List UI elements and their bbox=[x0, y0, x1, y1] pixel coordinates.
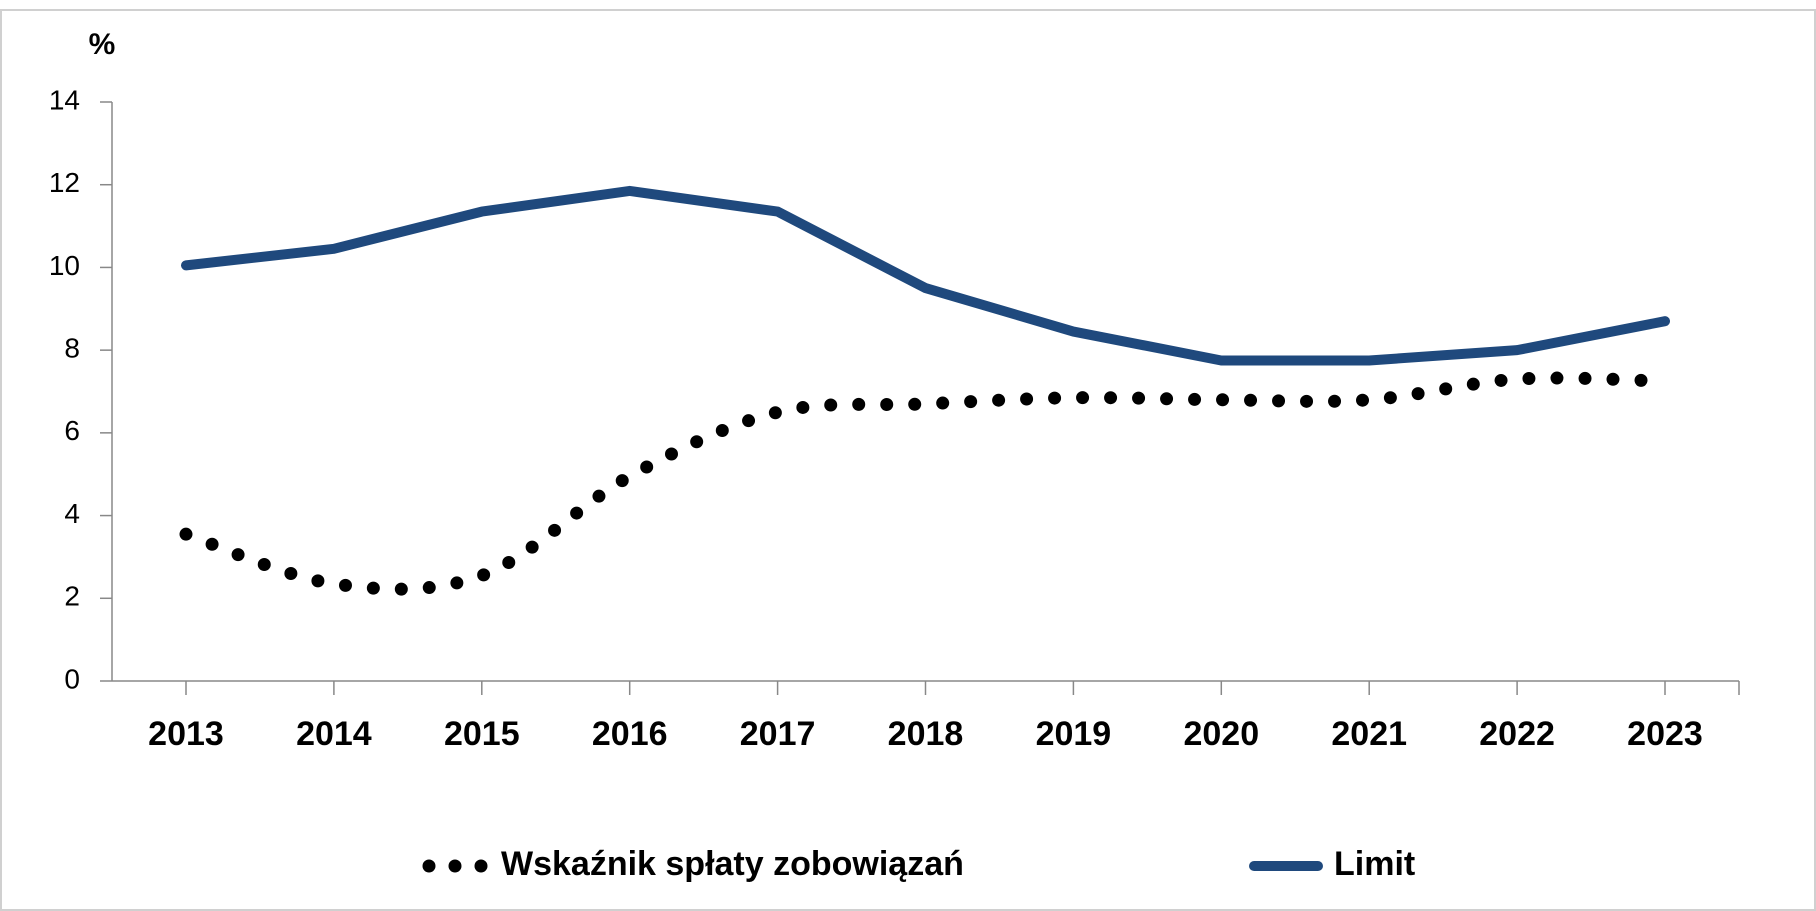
x-tick-label: 2022 bbox=[1479, 715, 1555, 753]
legend-label: Wskaźnik spłaty zobowiązań bbox=[501, 845, 964, 883]
chart-frame bbox=[0, 9, 1816, 911]
legend-label: Limit bbox=[1334, 845, 1415, 883]
x-tick-label: 2013 bbox=[148, 715, 224, 753]
line-series bbox=[179, 371, 1672, 596]
y-tick-label: 4 bbox=[64, 498, 80, 529]
line-series bbox=[181, 185, 1670, 366]
x-tick-label: 2023 bbox=[1627, 715, 1703, 753]
x-tick-label: 2014 bbox=[296, 715, 372, 753]
x-tick-label: 2017 bbox=[740, 715, 816, 753]
y-tick-label: 10 bbox=[49, 250, 80, 281]
x-tick-label: 2021 bbox=[1331, 715, 1407, 753]
x-tick-label: 2016 bbox=[592, 715, 668, 753]
x-tick-label: 2020 bbox=[1183, 715, 1259, 753]
x-tick-label: 2018 bbox=[888, 715, 964, 753]
x-tick-label: 2019 bbox=[1036, 715, 1112, 753]
y-tick-label: 8 bbox=[64, 333, 80, 364]
y-tick-label: 0 bbox=[64, 663, 80, 694]
y-tick-label: 2 bbox=[64, 581, 80, 612]
y-tick-label: 14 bbox=[49, 84, 80, 115]
y-tick-label: 6 bbox=[64, 415, 80, 446]
y-tick-label: 12 bbox=[49, 167, 80, 198]
x-tick-label: 2015 bbox=[444, 715, 520, 753]
y-axis-label: % bbox=[89, 28, 116, 61]
